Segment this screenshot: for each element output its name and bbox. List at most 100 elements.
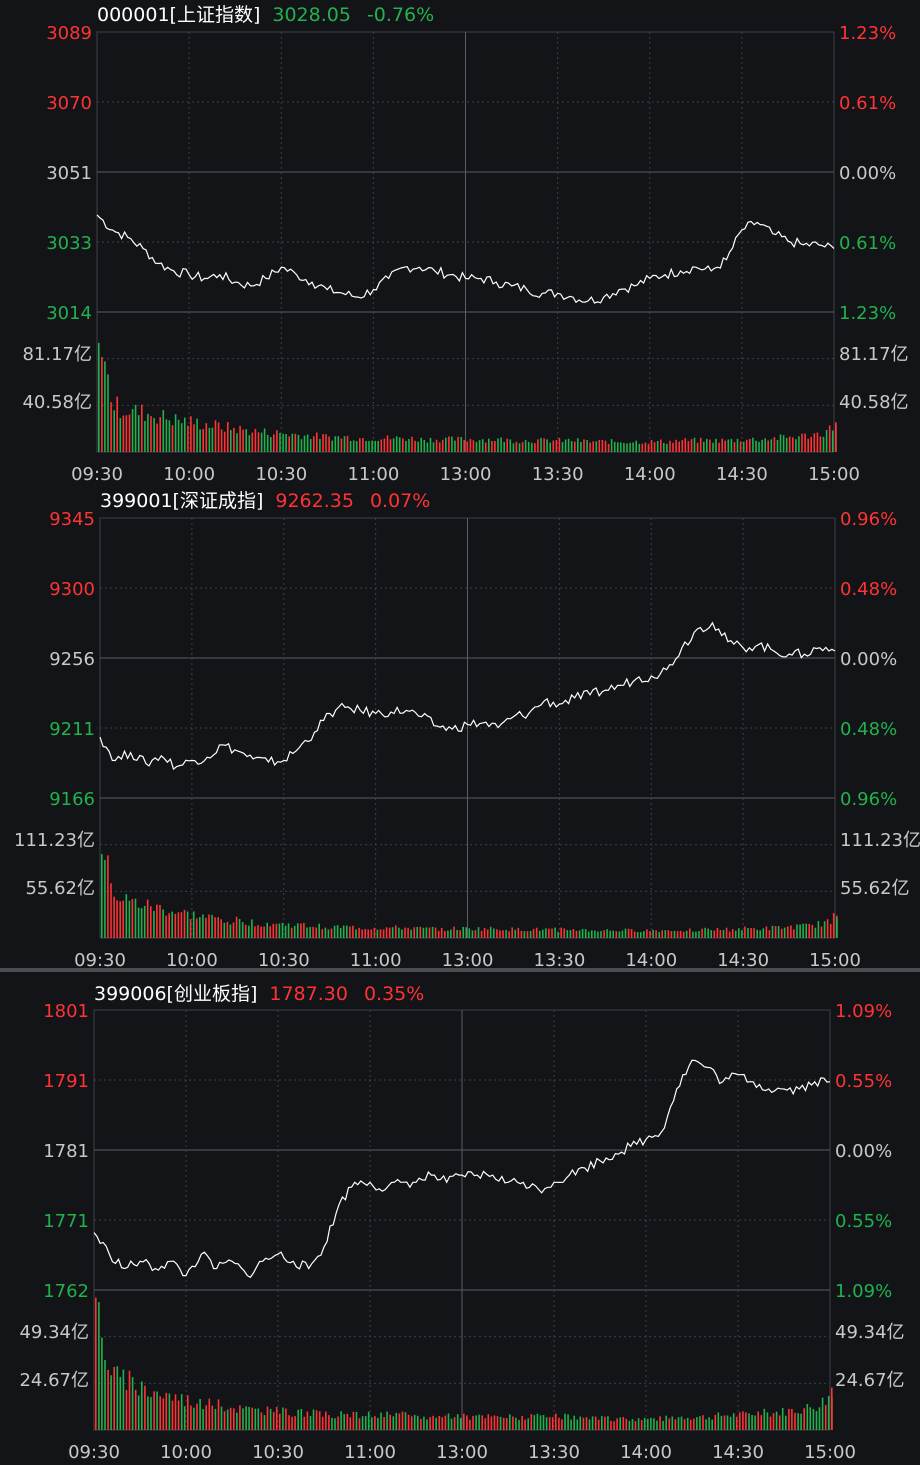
volume-bar: [785, 437, 788, 452]
volume-bar: [110, 883, 112, 938]
volume-bar: [750, 928, 752, 938]
volume-bar: [656, 1420, 658, 1430]
volume-bar: [119, 1376, 122, 1430]
volume-bar: [306, 927, 308, 938]
volume-bar: [493, 928, 495, 938]
volume-bar: [414, 440, 416, 452]
volume-bar: [180, 1394, 183, 1430]
volume-bar: [582, 1417, 585, 1430]
volume-bar: [508, 931, 510, 938]
volume-bar: [828, 425, 831, 452]
volume-bar: [551, 1417, 554, 1430]
volume-bar: [769, 1416, 772, 1430]
panel-separator: [0, 968, 920, 972]
volume-bar: [312, 926, 314, 938]
volume-bar: [713, 930, 716, 938]
volume-bar: [457, 436, 459, 452]
volume-bar: [306, 434, 309, 452]
volume-bar: [765, 926, 768, 938]
volume-tick-label: 81.17亿: [839, 344, 909, 365]
volume-bar: [539, 1415, 542, 1430]
volume-bar: [98, 1302, 100, 1430]
volume-bar: [704, 927, 706, 938]
index-price: 9262.35: [275, 490, 354, 512]
volume-bar: [591, 1416, 594, 1430]
volume-bar: [604, 1416, 606, 1430]
volume-bar: [300, 923, 302, 938]
volume-bar: [349, 1417, 352, 1430]
volume-bar: [226, 1409, 229, 1430]
volume-bar: [720, 1415, 723, 1430]
volume-bar: [410, 929, 412, 938]
volume-bar: [674, 1419, 677, 1430]
volume-bar: [290, 927, 293, 938]
time-tick-label: 10:00: [160, 1442, 212, 1463]
volume-bar: [339, 928, 342, 938]
volume-bar: [254, 1408, 257, 1430]
price-tick-label: 3089: [46, 23, 92, 44]
volume-bar: [193, 1407, 195, 1430]
volume-bar: [725, 927, 728, 938]
volume-bar: [499, 930, 501, 938]
time-tick-label: 09:30: [74, 950, 126, 971]
volume-bar: [456, 929, 458, 938]
volume-bar: [558, 1417, 560, 1430]
volume-bar: [757, 1411, 759, 1430]
volume-bar: [763, 1408, 766, 1430]
volume-bar: [543, 438, 545, 452]
volume-bar: [377, 440, 379, 452]
volume-bar: [321, 1416, 324, 1430]
volume-bar: [156, 904, 158, 938]
volume-bar: [119, 901, 121, 938]
volume-bar: [637, 1418, 640, 1430]
volume-bar: [208, 914, 210, 938]
volume-bar: [229, 1407, 232, 1430]
volume-bar: [125, 415, 128, 452]
volume-bar: [831, 430, 834, 452]
time-tick-label: 14:30: [716, 464, 768, 485]
volume-bar: [413, 1414, 416, 1430]
volume-bar: [798, 436, 800, 452]
volume-bar: [404, 927, 406, 938]
volume-bar: [588, 1419, 591, 1430]
pct-tick-label: 0.00%: [835, 1141, 892, 1162]
volume-bar: [263, 926, 265, 938]
price-line: [99, 621, 836, 771]
pct-tick-label: 0.00%: [839, 163, 896, 184]
volume-bar: [800, 1413, 802, 1430]
volume-bar: [411, 436, 413, 452]
volume-bar: [534, 443, 536, 452]
volume-bar: [500, 437, 502, 452]
volume-bar: [569, 930, 572, 938]
volume-bar: [803, 1408, 805, 1430]
volume-bar: [668, 1418, 671, 1430]
volume-tick-label: 111.23亿: [840, 830, 920, 851]
volume-bar: [422, 927, 425, 938]
volume-bar: [388, 927, 391, 938]
volume-bar: [524, 1419, 526, 1430]
volume-bar: [420, 437, 422, 452]
volume-bar: [712, 442, 714, 452]
volume-bar: [273, 434, 275, 452]
volume-bar: [630, 929, 633, 938]
volume-bar: [380, 439, 383, 452]
volume-bar: [150, 906, 152, 938]
volume-bar: [141, 1381, 143, 1430]
volume-bar: [235, 916, 238, 938]
volume-bar: [428, 927, 431, 938]
volume-bar: [532, 928, 535, 938]
index-name: [上证指数]: [170, 4, 261, 26]
volume-bar: [723, 1415, 726, 1430]
volume-bar: [343, 436, 346, 452]
volume-bar: [760, 1415, 763, 1430]
volume-bar: [389, 439, 392, 452]
volume-bar: [619, 1417, 621, 1430]
volume-bar: [641, 443, 644, 452]
volume-bar: [239, 425, 241, 452]
volume-bar: [656, 441, 659, 452]
volume-bar: [110, 402, 112, 452]
volume-bar: [819, 436, 822, 452]
volume-bar: [346, 1413, 349, 1430]
volume-bar: [392, 1416, 395, 1430]
